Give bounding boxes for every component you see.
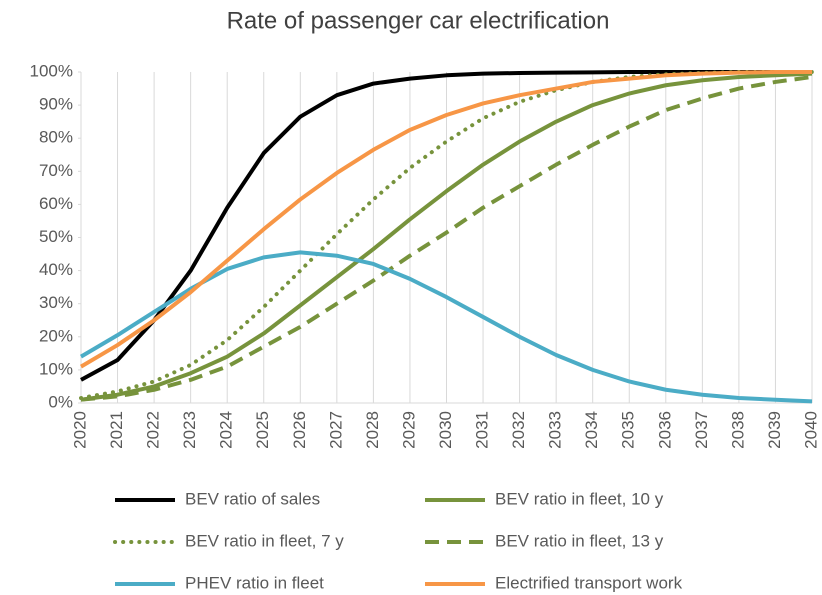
y-tick-label: 10% [39,359,73,378]
x-tick-label: 2020 [70,411,89,449]
x-tick-label: 2035 [619,411,638,449]
x-tick-label: 2036 [655,411,674,449]
x-tick-label: 2032 [509,411,528,449]
x-tick-label: 2023 [180,411,199,449]
legend-label: PHEV ratio in fleet [185,573,324,592]
y-tick-label: 100% [30,61,73,80]
series-line [80,71,813,402]
x-tick-label: 2040 [801,411,820,449]
x-tick-label: 2031 [473,411,492,449]
x-tick-label: 2021 [107,411,126,449]
x-tick-label: 2037 [692,411,711,449]
y-tick-label: 0% [48,392,73,411]
series-line [79,70,812,369]
y-tick-label: 30% [39,293,73,312]
y-tick-label: 20% [39,326,73,345]
y-tick-label: 60% [39,194,73,213]
x-tick-label: 2029 [399,411,418,449]
x-tick-label: 2025 [253,411,272,449]
x-tick-label: 2022 [144,411,163,449]
series-line [80,74,813,402]
y-tick-label: 90% [39,95,73,114]
legend-label: BEV ratio of sales [185,489,320,508]
y-tick-label: 40% [39,260,73,279]
legend-label: BEV ratio in fleet, 13 y [495,531,664,550]
x-tick-label: 2038 [728,411,747,449]
x-tick-label: 2027 [326,411,345,449]
x-tick-label: 2034 [582,411,601,449]
x-tick-label: 2026 [290,411,309,449]
x-tick-label: 2028 [363,411,382,449]
x-tick-label: 2030 [436,411,455,449]
y-tick-label: 80% [39,128,73,147]
legend-label: BEV ratio in fleet, 10 y [495,489,664,508]
legend-label: BEV ratio in fleet, 7 y [185,531,344,550]
x-tick-label: 2024 [217,411,236,449]
chart-title: Rate of passenger car electrification [227,7,610,34]
legend-label: Electrified transport work [495,573,683,592]
x-tick-label: 2033 [546,411,565,449]
x-tick-label: 2039 [765,411,784,449]
y-tick-label: 70% [39,161,73,180]
y-tick-label: 50% [39,227,73,246]
